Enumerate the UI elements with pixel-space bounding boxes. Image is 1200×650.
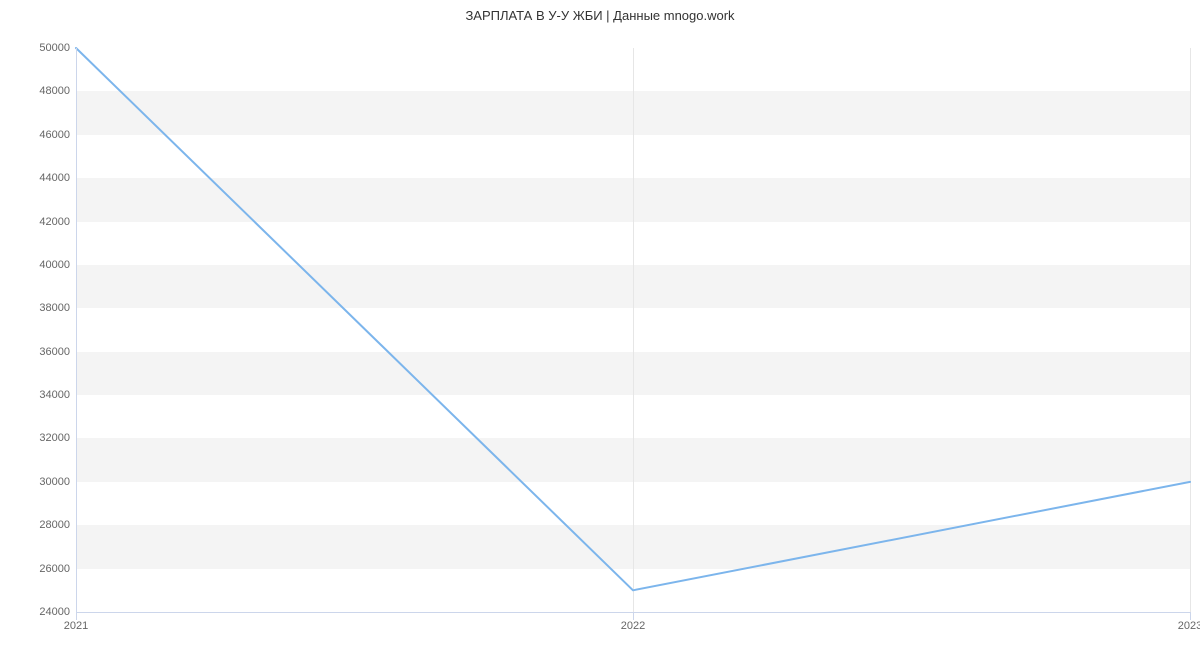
series-line-salary [76,48,1190,590]
line-series [76,48,1190,612]
y-tick-label: 46000 [39,129,70,141]
x-tick-label: 2021 [64,620,88,632]
x-tick-mark [1190,612,1191,620]
x-axis-line [76,612,1190,613]
chart-title: ЗАРПЛАТА В У-У ЖБИ | Данные mnogo.work [0,8,1200,23]
y-tick-label: 42000 [39,216,70,228]
y-tick-label: 24000 [39,606,70,618]
x-tick-mark [633,612,634,620]
y-tick-label: 34000 [39,389,70,401]
y-tick-label: 26000 [39,563,70,575]
y-tick-label: 36000 [39,346,70,358]
y-tick-label: 50000 [39,42,70,54]
y-tick-label: 38000 [39,302,70,314]
y-tick-label: 28000 [39,519,70,531]
x-gridline [1190,48,1191,612]
y-tick-label: 30000 [39,476,70,488]
x-tick-label: 2023 [1178,620,1200,632]
y-tick-label: 48000 [39,85,70,97]
x-tick-label: 2022 [621,620,645,632]
y-tick-label: 40000 [39,259,70,271]
plot-area: 2400026000280003000032000340003600038000… [76,48,1190,612]
x-tick-mark [76,612,77,620]
y-tick-label: 44000 [39,172,70,184]
y-tick-label: 32000 [39,432,70,444]
salary-line-chart: ЗАРПЛАТА В У-У ЖБИ | Данные mnogo.work 2… [0,0,1200,650]
y-axis-line [76,48,77,612]
